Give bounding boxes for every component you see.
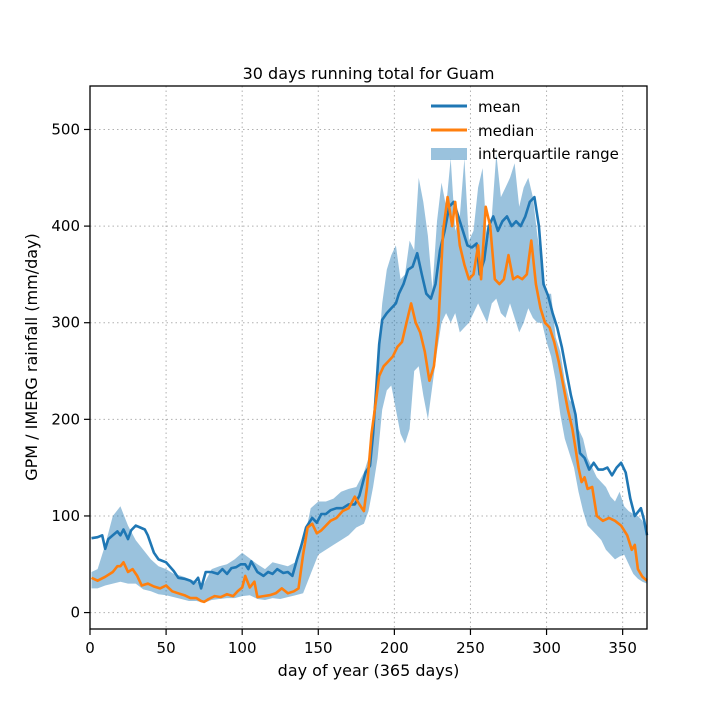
plot-frame — [89, 85, 648, 630]
interquartile-range-band — [91, 153, 647, 603]
x-tick-label: 50 — [157, 639, 176, 657]
x-tick-label: 150 — [304, 639, 333, 657]
legend: mean median interquartile range — [431, 98, 619, 163]
y-tick-label: 300 — [51, 314, 80, 332]
x-axis-label: day of year (365 days) — [278, 661, 460, 680]
x-tick-label: 250 — [456, 639, 485, 657]
x-tick-label: 350 — [608, 639, 637, 657]
mean-line — [91, 195, 649, 590]
y-axis-label: GPM / IMERG rainfall (mm/day) — [22, 233, 41, 481]
y-tick-label: 400 — [51, 217, 80, 235]
grid — [89, 86, 647, 629]
legend-mean-label: mean — [478, 98, 521, 116]
y-tick-label: 0 — [70, 604, 80, 622]
legend-median-label: median — [478, 122, 534, 140]
x-tick-label: 100 — [228, 639, 257, 657]
y-tick-label: 100 — [51, 507, 80, 525]
x-tick-label: 0 — [85, 639, 95, 657]
legend-iqr-swatch — [431, 148, 467, 160]
y-tick-label: 200 — [51, 410, 80, 428]
lines-layer — [90, 195, 649, 604]
x-tick-label: 300 — [532, 639, 561, 657]
median-line — [90, 195, 648, 604]
band-layer — [91, 153, 647, 603]
y-tick-label: 500 — [51, 120, 80, 138]
legend-iqr-label: interquartile range — [478, 145, 619, 163]
axis-ticks: 0 50 100 150 200 250 300 350 0 100 200 300 400 500 — [51, 120, 637, 657]
x-tick-label: 200 — [380, 639, 409, 657]
chart-title: 30 days running total for Guam — [243, 64, 495, 83]
